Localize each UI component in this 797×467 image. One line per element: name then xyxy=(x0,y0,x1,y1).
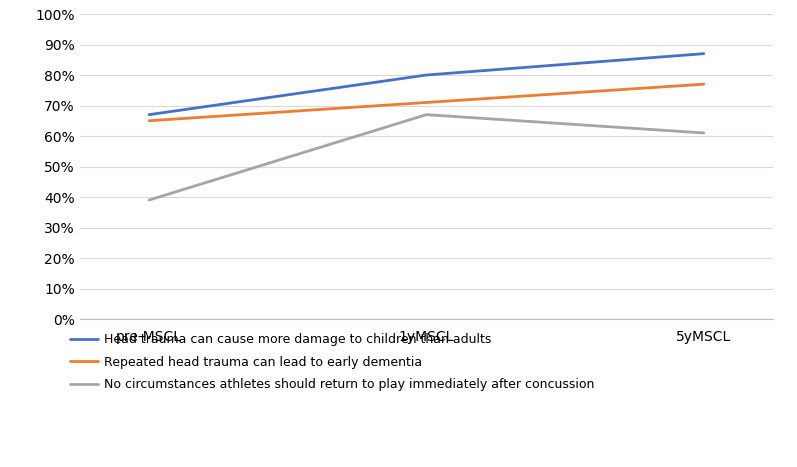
No circumstances athletes should return to play immediately after concussion xyxy=(144,197,154,203)
No circumstances athletes should return to play immediately after concussion xyxy=(699,130,709,136)
Line: Repeated head trauma can lead to early dementia: Repeated head trauma can lead to early d… xyxy=(149,84,704,121)
Head trauma can cause more damage to children than adults xyxy=(144,112,154,118)
Head trauma can cause more damage to children than adults xyxy=(699,51,709,57)
Repeated head trauma can lead to early dementia xyxy=(422,99,431,105)
Line: Head trauma can cause more damage to children than adults: Head trauma can cause more damage to chi… xyxy=(149,54,704,115)
Repeated head trauma can lead to early dementia xyxy=(144,118,154,124)
No circumstances athletes should return to play immediately after concussion xyxy=(422,112,431,118)
Line: No circumstances athletes should return to play immediately after concussion: No circumstances athletes should return … xyxy=(149,115,704,200)
Repeated head trauma can lead to early dementia xyxy=(699,81,709,87)
Legend: Head trauma can cause more damage to children than adults, Repeated head trauma : Head trauma can cause more damage to chi… xyxy=(70,333,594,391)
Head trauma can cause more damage to children than adults xyxy=(422,72,431,78)
